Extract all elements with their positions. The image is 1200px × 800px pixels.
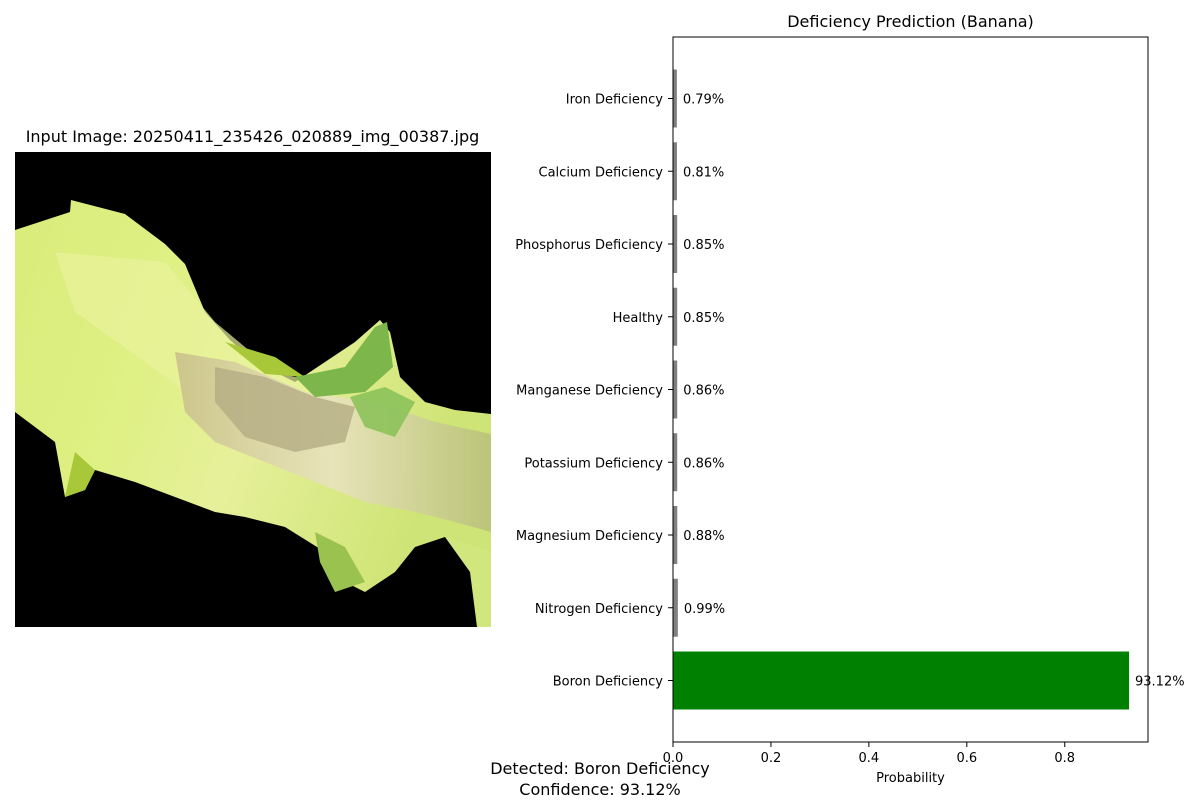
bar <box>673 142 677 201</box>
chart-title: Deficiency Prediction (Banana) <box>787 12 1034 31</box>
y-tick-label: Manganese Deficiency <box>516 384 663 399</box>
y-tick-label: Healthy <box>613 311 664 326</box>
bar <box>673 215 678 273</box>
bar-value-label: 0.99% <box>684 602 725 617</box>
y-tick-label: Calcium Deficiency <box>539 165 664 180</box>
detection-summary: Detected: Boron Deficiency Confidence: 9… <box>400 758 800 800</box>
bar <box>673 360 678 419</box>
y-tick-label: Potassium Deficiency <box>524 456 663 471</box>
y-tick-label: Iron Deficiency <box>566 93 664 108</box>
y-tick-label: Nitrogen Deficiency <box>535 602 663 617</box>
x-tick-label: 0.8 <box>1054 751 1075 766</box>
bar-value-label: 0.85% <box>683 311 724 326</box>
bar-value-label: 0.81% <box>683 165 724 180</box>
detected-label: Detected: Boron Deficiency <box>490 759 710 778</box>
plot-frame <box>672 36 1149 743</box>
y-tick-label: Boron Deficiency <box>553 675 664 690</box>
input-leaf-image <box>15 152 491 627</box>
bar <box>673 69 677 128</box>
bar <box>673 287 678 346</box>
bar-value-label: 0.79% <box>683 93 724 108</box>
input-image-title: Input Image: 20250411_235426_020889_img_… <box>25 127 480 146</box>
bar-value-label: 0.85% <box>683 238 724 253</box>
bar <box>673 578 678 637</box>
bar <box>673 506 678 564</box>
bar-value-label: 0.88% <box>683 529 724 544</box>
bar-value-label: 0.86% <box>683 384 724 399</box>
x-tick-label: 0.0 <box>663 751 684 766</box>
y-tick-label: Phosphorus Deficiency <box>515 238 663 253</box>
confidence-label: Confidence: 93.12% <box>519 780 681 799</box>
x-tick-label: 0.6 <box>956 751 977 766</box>
bar <box>673 651 1129 710</box>
bar-value-label: 93.12% <box>1135 675 1185 690</box>
bar <box>673 433 678 492</box>
x-tick-label: 0.4 <box>859 751 880 766</box>
y-tick-label: Magnesium Deficiency <box>516 529 663 544</box>
x-tick-label: 0.2 <box>761 751 782 766</box>
x-axis-label: Probability <box>876 771 945 786</box>
bar-value-label: 0.86% <box>683 456 724 471</box>
